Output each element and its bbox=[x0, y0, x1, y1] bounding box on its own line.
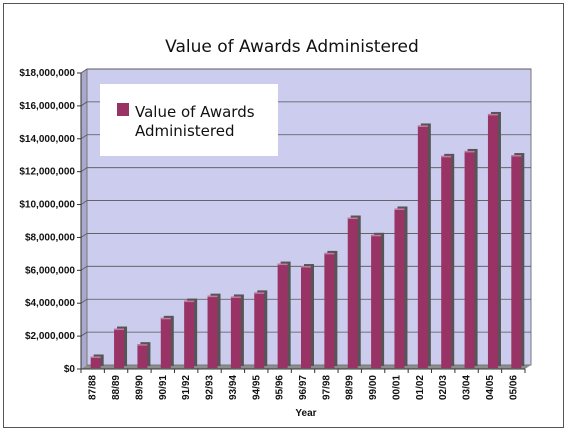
bar-highlight bbox=[371, 234, 382, 237]
bars bbox=[90, 111, 525, 368]
x-tick-label: 00/01 bbox=[391, 375, 402, 400]
bar bbox=[441, 155, 452, 368]
legend-swatch bbox=[117, 103, 129, 116]
y-tick-label: $4,000,000 bbox=[25, 298, 75, 309]
bar bbox=[277, 263, 288, 368]
x-tick-label: 02/03 bbox=[438, 375, 449, 400]
x-tick-label: 92/93 bbox=[205, 375, 216, 400]
bar bbox=[160, 317, 171, 368]
bar bbox=[464, 150, 475, 368]
y-tick-label: $10,000,000 bbox=[19, 200, 75, 211]
gridline-depth bbox=[80, 266, 88, 271]
bar bbox=[230, 296, 241, 368]
bar-highlight bbox=[511, 155, 522, 157]
legend-box bbox=[100, 84, 278, 156]
bar-highlight bbox=[394, 208, 405, 210]
bar bbox=[324, 252, 335, 368]
x-tick-label: 03/04 bbox=[462, 375, 473, 400]
y-tick-label: $18,000,000 bbox=[19, 68, 75, 79]
bar-highlight bbox=[254, 292, 265, 294]
x-tick-label: 99/00 bbox=[368, 375, 379, 400]
bar bbox=[254, 292, 265, 368]
gridline-depth bbox=[80, 134, 88, 140]
legend-label-line1: Value of Awards bbox=[135, 103, 255, 121]
x-tick-label: 04/05 bbox=[485, 375, 496, 400]
y-tick-label: $8,000,000 bbox=[25, 232, 75, 243]
bar-highlight bbox=[441, 155, 452, 158]
bar-highlight bbox=[207, 295, 218, 298]
x-tick-label: 01/02 bbox=[415, 375, 426, 400]
bar bbox=[347, 217, 358, 368]
x-tick-label: 91/92 bbox=[181, 375, 192, 400]
bar-highlight bbox=[324, 252, 335, 255]
bar-highlight bbox=[230, 296, 241, 298]
gridline-depth bbox=[80, 200, 88, 205]
plot-side-wall bbox=[81, 69, 87, 369]
bar-highlight bbox=[487, 113, 498, 116]
bar bbox=[394, 208, 405, 368]
y-tick-label: $2,000,000 bbox=[25, 331, 75, 342]
bar-highlight bbox=[464, 150, 475, 153]
gridline-depth bbox=[80, 101, 88, 107]
y-tick-label: $0 bbox=[64, 364, 76, 375]
x-axis-label: Year bbox=[295, 408, 316, 419]
gridline-depth bbox=[80, 298, 88, 304]
x-tick-label: 88/89 bbox=[111, 375, 122, 400]
legend-label-line2: Administered bbox=[135, 122, 235, 140]
gridline-depth bbox=[80, 331, 88, 337]
bar-highlight bbox=[184, 300, 195, 303]
x-axis: 87/88 88/89 89/90 90/91 91/92 92/93 93/94 94/95… bbox=[80, 368, 526, 400]
gridline-depth bbox=[80, 68, 88, 74]
y-tick-label: $6,000,000 bbox=[25, 265, 75, 276]
y-tick-label: $12,000,000 bbox=[19, 167, 75, 178]
bar bbox=[90, 356, 101, 368]
bar-highlight bbox=[114, 328, 125, 331]
bar bbox=[371, 234, 382, 368]
x-tick-label: 05/06 bbox=[508, 375, 519, 400]
bar bbox=[114, 328, 125, 368]
x-tick-label: 87/88 bbox=[88, 375, 99, 400]
x-tick-label: 90/91 bbox=[158, 375, 169, 400]
bar-highlight bbox=[277, 263, 288, 266]
bar bbox=[301, 266, 311, 368]
bar-highlight bbox=[347, 217, 358, 220]
x-tick-label: 93/94 bbox=[228, 375, 239, 400]
y-axis: $0 $2,000,000 $4,000,000 $6,000,000 $8,000,0… bbox=[19, 68, 82, 375]
chart-title: Value of Awards Administered bbox=[165, 37, 419, 57]
y-tick-label: $16,000,000 bbox=[19, 101, 75, 112]
bar bbox=[184, 300, 195, 368]
x-tick-label: 95/96 bbox=[275, 375, 286, 400]
x-tick-label: 89/90 bbox=[134, 375, 145, 400]
bar-highlight bbox=[90, 356, 101, 358]
bar bbox=[487, 113, 498, 368]
bar bbox=[207, 295, 218, 368]
bar-highlight bbox=[137, 344, 148, 346]
bar-highlight bbox=[417, 125, 428, 127]
gridline-depth bbox=[80, 167, 88, 172]
bar-highlight bbox=[301, 266, 311, 268]
x-tick-label: 94/95 bbox=[251, 375, 262, 400]
bar-highlight bbox=[160, 317, 171, 320]
bar bbox=[137, 344, 148, 368]
x-tick-label: 98/99 bbox=[345, 375, 356, 400]
legend: Value of Awards Administered bbox=[100, 84, 278, 156]
x-tick-label: 96/97 bbox=[298, 375, 309, 400]
x-tick-label: 97/98 bbox=[321, 375, 332, 400]
y-tick-label: $14,000,000 bbox=[19, 134, 75, 145]
gridline-depth bbox=[80, 233, 88, 238]
bar bbox=[511, 155, 522, 368]
bar bbox=[417, 125, 428, 368]
